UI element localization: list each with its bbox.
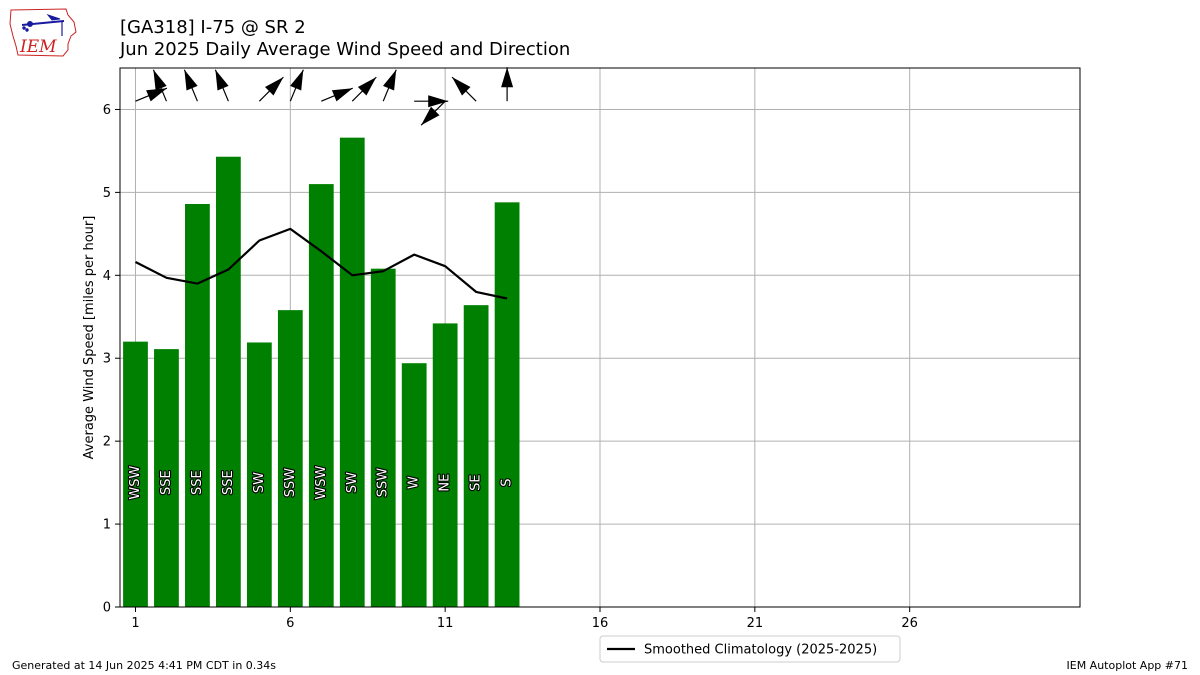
bar-day-9 [370, 268, 396, 607]
bar-day-8 [339, 137, 365, 607]
footer-generated-text: Generated at 14 Jun 2025 4:41 PM CDT in … [12, 659, 277, 672]
wind-arrow-head [265, 77, 284, 96]
wind-arrow-head [184, 69, 198, 91]
wind-arrow-head [290, 69, 304, 91]
iem-logo: IEM [9, 8, 77, 57]
legend-box [599, 635, 901, 663]
wind-arrow-day-11 [420, 100, 446, 126]
direction-label-day-8: SW [345, 472, 360, 493]
iowa-outline-icon [9, 8, 77, 57]
wind-arrow-day-6 [289, 69, 304, 102]
wind-arrow-head [215, 69, 229, 91]
x-tick-label: 26 [901, 616, 918, 631]
wind-arrow-day-8 [351, 76, 377, 102]
direction-label-day-6: SSW [283, 468, 298, 498]
wind-arrow-day-3 [183, 69, 198, 102]
direction-label-day-12: SE [469, 474, 484, 490]
bar-day-4 [216, 156, 241, 607]
direction-label-day-7: WSW [314, 465, 329, 499]
wind-arrow-day-5 [258, 76, 284, 102]
wind-arrow-head [383, 69, 397, 91]
bar-day-12 [463, 305, 489, 607]
x-tick-label: 11 [437, 616, 454, 631]
y-axis-label: Average Wind Speed [miles per hour] [82, 216, 97, 460]
wind-arrow-head [153, 69, 167, 91]
wind-arrow-head [357, 77, 377, 96]
wind-arrow-day-7 [321, 87, 353, 102]
wind-arrow-head [501, 67, 514, 88]
wind-arrow-day-12 [451, 76, 477, 102]
wind-arrow-head [146, 88, 167, 102]
wind-arrow-day-4 [214, 69, 229, 102]
wind-arrow-day-10 [414, 95, 449, 108]
x-tick-label: 1 [131, 616, 139, 631]
x-tick-label: 16 [592, 616, 609, 631]
legend-label: Smoothed Climatology (2025-2025) [644, 643, 877, 658]
bar-day-6 [277, 310, 303, 607]
direction-label-day-4: SSE [221, 470, 236, 495]
bar-day-1 [123, 341, 148, 607]
bar-day-10 [401, 363, 427, 607]
y-tick-label: 5 [103, 186, 111, 201]
x-tick-label: 21 [747, 616, 764, 631]
climatology-line [135, 227, 508, 300]
bar-day-5 [246, 342, 272, 607]
bar-day-7 [308, 184, 334, 608]
direction-label-day-9: SSW [376, 468, 391, 498]
y-tick-label: 3 [103, 352, 111, 367]
climatology-line-group [135, 227, 508, 300]
y-tick-label: 4 [103, 269, 111, 284]
direction-label-day-11: NE [438, 474, 453, 492]
bar-day-11 [432, 323, 458, 607]
legend: Smoothed Climatology (2025-2025) [599, 635, 901, 663]
wind-arrow-day-2 [152, 69, 168, 102]
wind-arrow-day-13 [501, 67, 514, 102]
bar-day-3 [185, 203, 210, 608]
footer-app-text: IEM Autoplot App #71 [1066, 659, 1189, 672]
direction-labels: WSW SSE SSE SSE SW SSW WSW SW SSW W NE SE S [127, 464, 516, 500]
chart-title-line1: [GA318] I-75 @ SR 2 [120, 17, 306, 38]
direction-label-day-13: S [500, 478, 515, 486]
direction-label-day-1: WSW [128, 465, 143, 499]
wind-arrow-day-9 [382, 69, 397, 102]
direction-label-day-3: SSE [190, 470, 205, 495]
wind-arrow-head [452, 77, 471, 96]
y-tick-label: 6 [103, 103, 111, 118]
wind-arrow-head [331, 88, 353, 102]
y-tick-label: 0 [103, 601, 111, 616]
x-tick-label: 6 [286, 616, 294, 631]
direction-label-day-2: SSE [159, 470, 174, 495]
y-tick-label: 1 [103, 518, 111, 533]
direction-label-day-5: SW [252, 472, 267, 493]
bars [123, 137, 520, 608]
iem-logo-text: IEM [19, 37, 57, 57]
direction-label-day-10: W [407, 476, 422, 489]
weather-station-icon [21, 13, 65, 36]
wind-arrow-head [421, 106, 440, 126]
wind-direction-arrows [135, 67, 514, 126]
wind-arrow-head [428, 95, 449, 108]
bar-day-2 [154, 349, 179, 607]
y-tick-label: 2 [103, 435, 111, 450]
bar-day-13 [494, 202, 520, 607]
chart-title-line2: Jun 2025 Daily Average Wind Speed and Di… [120, 39, 571, 60]
